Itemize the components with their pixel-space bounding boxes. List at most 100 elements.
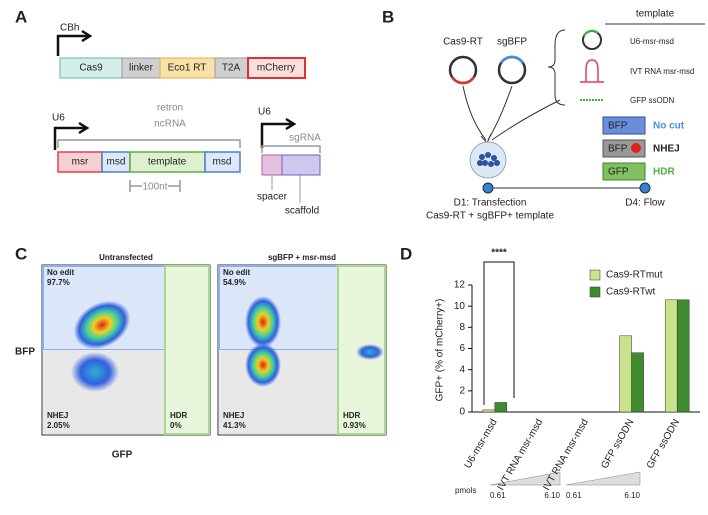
panel-label: B bbox=[382, 7, 394, 26]
template-name: U6-msr-msd bbox=[630, 37, 674, 46]
bracket bbox=[57, 139, 241, 148]
promoter-arrow bbox=[53, 121, 90, 150]
reagent-label: sgBFP bbox=[497, 37, 527, 48]
outcome-box-label: GFP bbox=[608, 167, 629, 178]
y-tick-label: 10 bbox=[454, 301, 466, 312]
density bbox=[73, 300, 131, 350]
x-tick-label: U6-msr-msd bbox=[463, 417, 500, 470]
part-note: spacer bbox=[257, 192, 288, 203]
part-label: Cas9 bbox=[79, 63, 103, 74]
gate-label: HDR bbox=[170, 411, 188, 420]
reagent-label: Cas9-RT bbox=[443, 37, 483, 48]
retron-label: retron bbox=[157, 103, 183, 114]
timepoint-detail: Cas9-RT + sgBFP+ template bbox=[426, 211, 554, 222]
panel-c: C BFP GFP Untransfected No edit 97.7% NH… bbox=[15, 244, 387, 461]
template-name: IVT RNA msr-msd bbox=[630, 67, 694, 76]
dose-tick: 6.10 bbox=[544, 491, 560, 500]
promoter: CBh bbox=[60, 23, 79, 34]
outcome-label: NHEJ bbox=[653, 144, 680, 155]
part-label: linker bbox=[129, 63, 154, 74]
dose-wedge bbox=[565, 471, 641, 486]
cut-icon bbox=[631, 143, 641, 153]
gate bbox=[218, 265, 339, 351]
bar bbox=[676, 299, 690, 413]
density bbox=[245, 296, 281, 348]
y-tick-label: 8 bbox=[459, 322, 465, 333]
density bbox=[356, 344, 384, 360]
gate-value: 0.93% bbox=[343, 421, 366, 430]
length-bracket bbox=[129, 180, 181, 192]
legend-swatch bbox=[589, 269, 601, 281]
brace bbox=[547, 29, 566, 106]
axis-label: BFP bbox=[15, 347, 35, 358]
gate bbox=[164, 265, 210, 435]
sgrna-label: sgRNA bbox=[289, 133, 321, 144]
plot-title: sgBFP + msr-msd bbox=[268, 253, 336, 262]
bar bbox=[482, 409, 496, 413]
part-label: template bbox=[148, 157, 187, 168]
gate-value: 54.9% bbox=[223, 278, 246, 287]
outcome-box-label: BFP bbox=[608, 121, 628, 132]
outcome-label: No cut bbox=[653, 121, 685, 132]
timepoint bbox=[482, 182, 494, 194]
legend-label: Cas9-RTwt bbox=[606, 287, 655, 298]
template-name: GFP ssODN bbox=[630, 96, 675, 105]
gate-label: No edit bbox=[47, 268, 74, 277]
legend-label: Cas9-RTmut bbox=[606, 270, 663, 281]
gate-label: NHEJ bbox=[47, 411, 68, 420]
x-tick-label: GFP ssODN bbox=[599, 417, 636, 470]
part-label: mCherry bbox=[257, 63, 295, 74]
y-tick-label: 2 bbox=[459, 385, 465, 396]
timepoint-label: D1: Transfection bbox=[454, 198, 527, 209]
y-axis-label: GFP+ (% of mCherry+) bbox=[435, 299, 446, 402]
y-tick-label: 6 bbox=[459, 343, 465, 354]
x-tick-label: GFP ssODN bbox=[645, 417, 682, 470]
part-label: Eco1 RT bbox=[168, 63, 207, 74]
promoter-arrow bbox=[260, 117, 297, 148]
dish bbox=[469, 141, 507, 179]
dose-tick: 6.10 bbox=[624, 491, 640, 500]
panel-a: A CBh Cas9 linker Eco1 RT T2A mCherry U6… bbox=[15, 7, 321, 216]
template-icon bbox=[583, 29, 599, 37]
timepoint bbox=[639, 182, 651, 194]
y-tick-label: 12 bbox=[454, 280, 466, 291]
length-label: 100nt bbox=[142, 182, 167, 193]
significance-bracket bbox=[483, 261, 515, 405]
y-tick-label: 0 bbox=[459, 407, 465, 418]
retron-label: ncRNA bbox=[154, 119, 186, 130]
arrows bbox=[462, 85, 561, 141]
plasmid-part bbox=[450, 76, 476, 85]
part-label: msd bbox=[213, 157, 232, 168]
panel-label: A bbox=[15, 7, 27, 26]
part-box bbox=[204, 151, 241, 173]
part-label: msd bbox=[107, 157, 126, 168]
annotation: **** bbox=[491, 248, 507, 259]
dose-label: pmols bbox=[455, 486, 476, 495]
panel-b: B Cas9-RT sgBFP template U6-msr-msd IVT … bbox=[382, 7, 705, 222]
x-tick-label: IVT RNA msr-msd bbox=[541, 417, 591, 492]
gate-label: NHEJ bbox=[223, 411, 244, 420]
dose-wedge bbox=[489, 471, 561, 486]
bar bbox=[631, 352, 644, 413]
gate-value: 2.05% bbox=[47, 421, 70, 430]
bracket bbox=[261, 145, 321, 153]
panel-label: D bbox=[400, 244, 412, 263]
part-label: T2A bbox=[222, 63, 241, 74]
outcome-box bbox=[602, 116, 646, 135]
gate-label: HDR bbox=[343, 411, 361, 420]
density bbox=[71, 352, 119, 392]
part-box bbox=[261, 154, 283, 176]
template-header: template bbox=[636, 9, 675, 20]
gate-value: 41.3% bbox=[223, 421, 246, 430]
promoter-arrow bbox=[56, 29, 93, 56]
cells bbox=[477, 152, 500, 167]
dose-tick: 0.61 bbox=[566, 491, 582, 500]
gate-value: 97.7% bbox=[47, 278, 70, 287]
timepoint-label: D4: Flow bbox=[625, 198, 665, 209]
dose-tick: 0.61 bbox=[490, 491, 506, 500]
panel-label: C bbox=[15, 244, 27, 263]
bar bbox=[494, 402, 508, 413]
axis-label: GFP bbox=[112, 450, 133, 461]
outcome-box-label: BFP bbox=[608, 144, 628, 155]
